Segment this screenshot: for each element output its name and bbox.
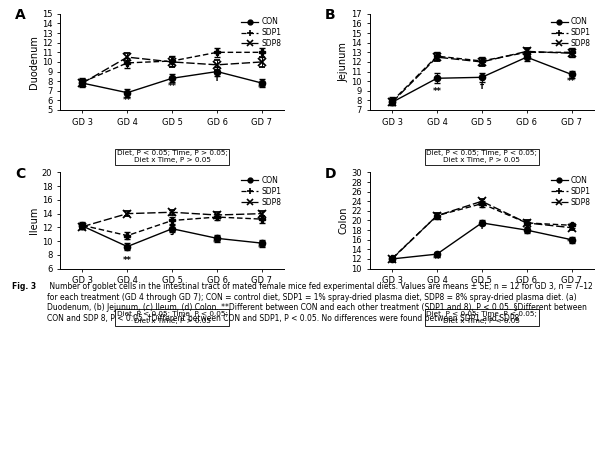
Text: C: C — [15, 167, 25, 181]
Legend: CON, SDP1, SDP8: CON, SDP1, SDP8 — [240, 16, 283, 50]
Text: Diet, P < 0.05; Time, P > 0.05;
Diet x Time, P > 0.05: Diet, P < 0.05; Time, P > 0.05; Diet x T… — [117, 150, 227, 163]
Text: Diet, P < 0.05; Time, P < 0.05;
Diet x Time, P > 0.05: Diet, P < 0.05; Time, P < 0.05; Diet x T… — [427, 150, 537, 163]
Text: †: † — [215, 74, 219, 83]
Text: **: ** — [433, 87, 442, 95]
Y-axis label: Duodenum: Duodenum — [29, 35, 39, 89]
Legend: CON, SDP1, SDP8: CON, SDP1, SDP8 — [240, 175, 283, 208]
Y-axis label: Ileum: Ileum — [29, 207, 39, 234]
Text: Number of goblet cells in the intestinal tract of mated female mice fed experime: Number of goblet cells in the intestinal… — [47, 282, 593, 323]
Legend: CON, SDP1, SDP8: CON, SDP1, SDP8 — [550, 16, 592, 50]
Text: **: ** — [212, 239, 221, 248]
Text: §: § — [170, 226, 175, 236]
Text: A: A — [15, 8, 26, 22]
Text: Diet, P < 0.05; Time, P < 0.05;
Diet x Time, P < 0.05: Diet, P < 0.05; Time, P < 0.05; Diet x T… — [427, 311, 537, 324]
Text: **: ** — [257, 244, 266, 253]
Text: D: D — [325, 167, 336, 181]
Text: **: ** — [123, 96, 132, 105]
Text: **: ** — [567, 238, 576, 247]
Text: **: ** — [567, 77, 576, 86]
Text: **: ** — [123, 256, 132, 265]
Text: **: ** — [257, 84, 266, 93]
Y-axis label: Jejunum: Jejunum — [338, 42, 349, 82]
Text: †: † — [479, 82, 484, 91]
Text: Diet, P < 0.05; Time, P < 0.05;
Diet x Time, P > 0.05: Diet, P < 0.05; Time, P < 0.05; Diet x T… — [117, 311, 227, 324]
Text: B: B — [325, 8, 335, 22]
Y-axis label: Colon: Colon — [338, 207, 349, 234]
Legend: CON, SDP1, SDP8: CON, SDP1, SDP8 — [550, 175, 592, 208]
Text: Fig. 3: Fig. 3 — [12, 282, 36, 291]
Text: **: ** — [433, 255, 442, 264]
Text: **: ** — [167, 82, 176, 91]
Text: †: † — [479, 222, 484, 231]
